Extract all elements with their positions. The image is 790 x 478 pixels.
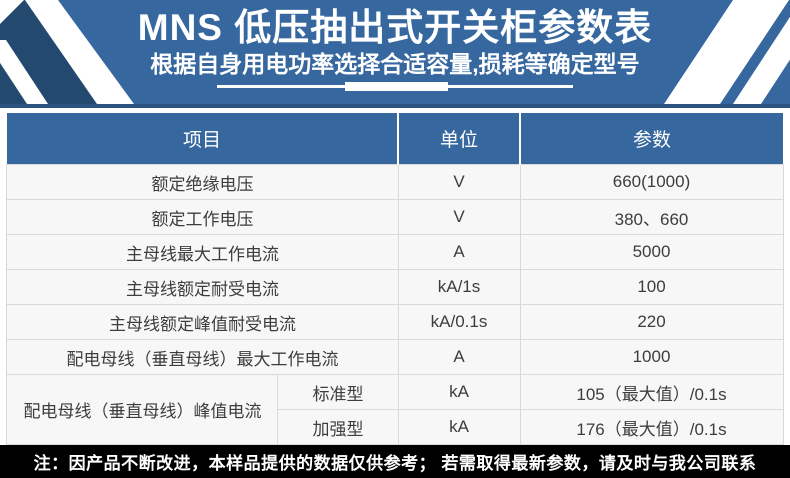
param-cell: 380、660 <box>519 199 784 235</box>
table-row: 配电母线（垂直母线）峰值电流 标准型 kA 105（最大值）/0.1s <box>6 374 784 445</box>
param-cell: 176（最大值）/0.1s <box>519 409 784 445</box>
unit-cell: A <box>397 339 521 375</box>
variant-type-cell: 标准型 <box>277 374 399 410</box>
variant-type-cell: 加强型 <box>277 409 399 445</box>
column-header-param: 参数 <box>519 113 783 165</box>
item-cell: 主母线额定耐受电流 <box>6 269 399 305</box>
underline-thick-segment <box>345 82 448 92</box>
disclaimer-text: 注：因产品不断改进，本样品提供的数据仅供参考； 若需取得最新参数，请及时与我公司… <box>33 454 757 473</box>
table-row: 主母线额定峰值耐受电流 kA/0.1s 220 <box>6 304 784 340</box>
param-cell: 660(1000) <box>519 164 784 200</box>
unit-cell: V <box>397 199 521 235</box>
param-cell: 5000 <box>519 234 784 270</box>
item-cell: 额定工作电压 <box>6 199 399 235</box>
parameter-table: 项目 单位 参数 额定绝缘电压 V 660(1000) 额定工作电压 V 380… <box>6 113 784 445</box>
column-header-unit: 单位 <box>397 113 520 165</box>
param-cell: 105（最大值）/0.1s <box>519 374 784 410</box>
subtitle-underline <box>217 82 573 92</box>
page-subtitle: 根据自身用电功率选择合适容量,损耗等确定型号 <box>150 50 640 77</box>
table-row: 额定绝缘电压 V 660(1000) <box>6 164 784 200</box>
param-cell: 100 <box>519 269 784 305</box>
column-header-item: 项目 <box>6 113 398 165</box>
item-cell: 主母线额定峰值耐受电流 <box>6 304 399 340</box>
table-row: 配电母线（垂直母线）最大工作电流 A 1000 <box>6 339 784 375</box>
item-cell: 额定绝缘电压 <box>6 164 399 200</box>
unit-cell: A <box>397 234 521 270</box>
param-cell: 220 <box>519 304 784 340</box>
table-row: 主母线最大工作电流 A 5000 <box>6 234 784 270</box>
page-title: MNS 低压抽出式开关柜参数表 <box>137 7 653 48</box>
disclaimer-bar: 注：因产品不断改进，本样品提供的数据仅供参考； 若需取得最新参数，请及时与我公司… <box>0 445 790 478</box>
table-row: 加强型 kA 176（最大值）/0.1s <box>7 409 784 445</box>
unit-cell: kA <box>397 374 521 410</box>
unit-cell: kA <box>397 409 521 445</box>
item-cell: 主母线最大工作电流 <box>6 234 399 270</box>
unit-cell: V <box>397 164 521 200</box>
item-cell-merged: 配电母线（垂直母线）峰值电流 <box>6 374 279 445</box>
item-cell: 配电母线（垂直母线）最大工作电流 <box>6 339 399 375</box>
table-row: 额定工作电压 V 380、660 <box>6 199 784 235</box>
unit-cell: kA/1s <box>397 269 521 305</box>
table-row: 主母线额定耐受电流 kA/1s 100 <box>6 269 784 305</box>
table-header-row: 项目 单位 参数 <box>6 113 783 165</box>
unit-cell: kA/0.1s <box>397 304 521 340</box>
param-cell: 1000 <box>519 339 784 375</box>
header-banner: MNS 低压抽出式开关柜参数表 根据自身用电功率选择合适容量,损耗等确定型号 <box>0 0 790 108</box>
